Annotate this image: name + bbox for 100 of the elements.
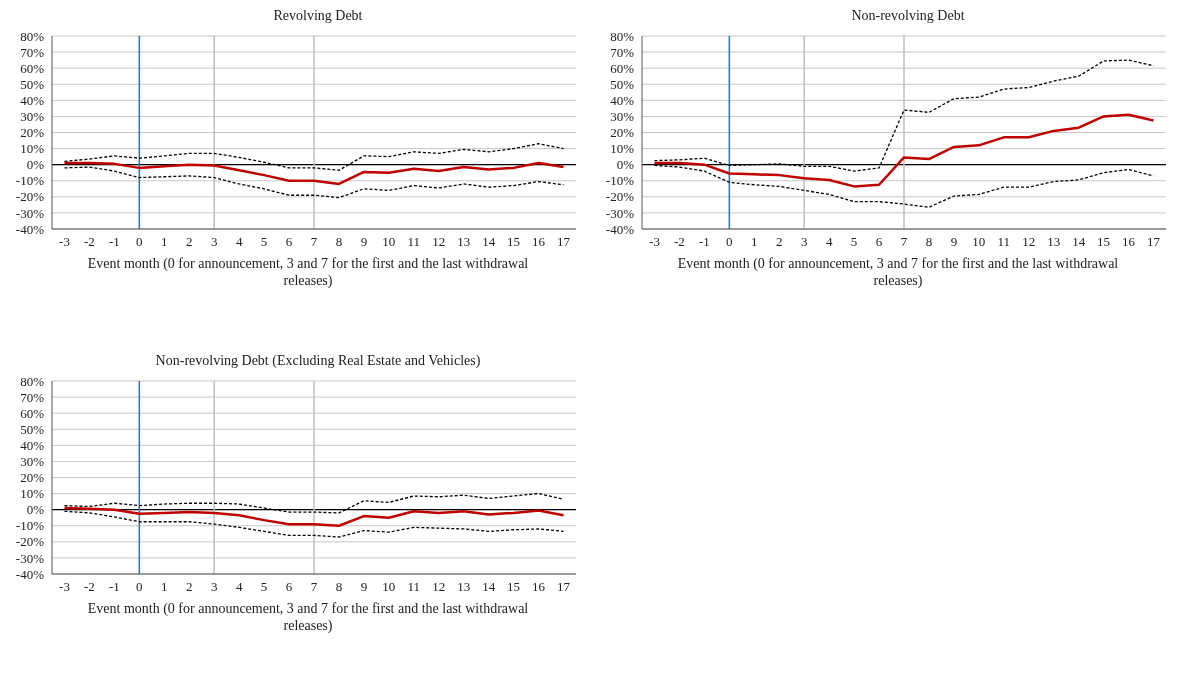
x-tick-label: 8 — [925, 234, 933, 250]
x-tick-label: 11 — [997, 234, 1011, 250]
y-tick-label: -20% — [605, 189, 635, 205]
x-tick-label: 17 — [1147, 234, 1161, 250]
x-tick-label: -3 — [59, 579, 70, 595]
x-tick-label: 16 — [532, 234, 546, 250]
x-axis-title: Event month (0 for announcement, 3 and 7 for the first and the last withdrawal releases) — [86, 600, 530, 634]
x-tick-label: 1 — [161, 579, 168, 595]
x-axis-title: Event month (0 for announcement, 3 and 7 for the first and the last withdrawal releases) — [676, 255, 1120, 289]
y-tick-label: 60% — [20, 60, 45, 76]
x-tick-label: 7 — [900, 234, 908, 250]
y-tick-label: -20% — [15, 534, 45, 550]
x-tick-label: 7 — [310, 234, 318, 250]
x-tick-label: 6 — [285, 579, 293, 595]
x-tick-label: 12 — [432, 579, 446, 595]
x-tick-label: 11 — [407, 234, 421, 250]
y-tick-label: -30% — [605, 205, 635, 221]
x-tick-label: 15 — [507, 579, 521, 595]
x-axis-title: Event month (0 for announcement, 3 and 7 for the first and the last withdrawal releases) — [86, 255, 530, 289]
x-tick-label: 10 — [972, 234, 986, 250]
x-tick-label: 12 — [1022, 234, 1036, 250]
x-tick-label: 4 — [235, 579, 243, 595]
x-tick-label: 5 — [260, 579, 268, 595]
x-tick-label: 3 — [210, 234, 218, 250]
y-tick-label: 70% — [20, 389, 45, 405]
y-tick-label: 10% — [610, 141, 635, 157]
y-tick-label: 40% — [20, 437, 45, 453]
y-tick-label: 70% — [20, 44, 45, 60]
x-tick-label: 1 — [751, 234, 758, 250]
x-tick-label: -3 — [649, 234, 660, 250]
x-tick-label: 14 — [1072, 234, 1086, 250]
x-tick-label: 17 — [557, 579, 571, 595]
line-series — [63, 506, 565, 527]
x-tick-label: 6 — [875, 234, 883, 250]
chart-title: Revolving Debt — [272, 8, 364, 25]
x-tick-label: 4 — [825, 234, 833, 250]
y-tick-label: -10% — [605, 173, 635, 189]
x-tick-label: 0 — [136, 579, 143, 595]
x-tick-label: 2 — [185, 579, 193, 595]
x-tick-label: -1 — [698, 234, 710, 250]
y-tick-label: -30% — [15, 550, 45, 566]
x-tick-label: 6 — [285, 234, 293, 250]
y-tick-label: 80% — [20, 373, 45, 389]
y-tick-label: 30% — [20, 454, 45, 470]
x-tick-label: 13 — [1047, 234, 1061, 250]
y-tick-label: 10% — [20, 486, 45, 502]
y-tick-label: -40% — [15, 221, 45, 237]
y-tick-label: 40% — [610, 92, 635, 108]
chart-title: Non-revolving Debt — [850, 8, 966, 25]
x-tick-label: 16 — [1122, 234, 1136, 250]
x-tick-label: -2 — [84, 579, 95, 595]
y-tick-label: 80% — [610, 28, 635, 44]
x-tick-label: 10 — [382, 234, 396, 250]
x-tick-label: 4 — [235, 234, 243, 250]
x-tick-label: -3 — [59, 234, 70, 250]
y-tick-label: 10% — [20, 141, 45, 157]
x-tick-label: 2 — [185, 234, 193, 250]
y-tick-label: 20% — [20, 125, 45, 141]
line-series — [653, 113, 1155, 188]
x-tick-label: 0 — [136, 234, 143, 250]
x-tick-label: 17 — [557, 234, 571, 250]
y-tick-label: 50% — [20, 421, 45, 437]
y-tick-label: 50% — [20, 76, 45, 92]
x-tick-label: 9 — [360, 579, 368, 595]
y-tick-label: 0% — [26, 157, 45, 173]
y-tick-label: 20% — [610, 125, 635, 141]
x-tick-label: 16 — [532, 579, 546, 595]
x-tick-label: 2 — [775, 234, 783, 250]
x-tick-label: 8 — [335, 234, 343, 250]
y-tick-label: -10% — [15, 173, 45, 189]
x-tick-label: 3 — [800, 234, 808, 250]
y-tick-label: -10% — [15, 518, 45, 534]
x-tick-label: 10 — [382, 579, 396, 595]
x-tick-label: 8 — [335, 579, 343, 595]
y-tick-label: 30% — [20, 109, 45, 125]
x-tick-label: 3 — [210, 579, 218, 595]
x-tick-label: 5 — [850, 234, 858, 250]
x-tick-label: 12 — [432, 234, 446, 250]
line-series — [63, 161, 565, 186]
x-tick-label: 5 — [260, 234, 268, 250]
x-tick-label: 13 — [457, 234, 471, 250]
x-tick-label: 11 — [407, 579, 421, 595]
x-tick-label: 13 — [457, 579, 471, 595]
x-tick-label: 7 — [310, 579, 318, 595]
y-tick-label: 70% — [610, 44, 635, 60]
x-tick-label: 15 — [507, 234, 521, 250]
x-tick-label: 1 — [161, 234, 168, 250]
x-tick-label: -1 — [108, 234, 120, 250]
y-tick-label: 30% — [610, 109, 635, 125]
x-tick-label: -1 — [108, 579, 120, 595]
x-tick-label: 0 — [726, 234, 733, 250]
x-tick-label: 9 — [950, 234, 958, 250]
x-tick-label: -2 — [674, 234, 685, 250]
y-tick-label: 0% — [26, 502, 45, 518]
y-tick-label: 0% — [616, 157, 635, 173]
chart-title: Non-revolving Debt (Excluding Real Estate and Vehicles) — [154, 353, 482, 370]
y-tick-label: 20% — [20, 470, 45, 486]
x-tick-label: 9 — [360, 234, 368, 250]
x-tick-label: -2 — [84, 234, 95, 250]
x-tick-label: 14 — [482, 579, 496, 595]
